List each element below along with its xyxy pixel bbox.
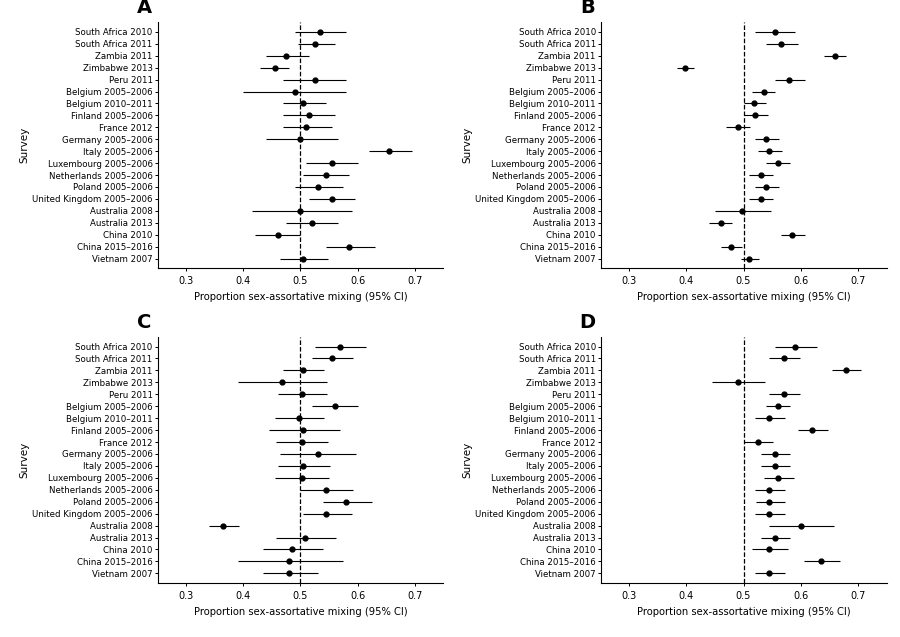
Y-axis label: Survey: Survey: [463, 127, 473, 163]
X-axis label: Proportion sex-assortative mixing (95% CI): Proportion sex-assortative mixing (95% C…: [636, 292, 850, 302]
Text: A: A: [137, 0, 152, 17]
X-axis label: Proportion sex-assortative mixing (95% CI): Proportion sex-assortative mixing (95% C…: [636, 607, 850, 617]
X-axis label: Proportion sex-assortative mixing (95% CI): Proportion sex-assortative mixing (95% C…: [194, 292, 408, 302]
Y-axis label: Survey: Survey: [463, 442, 473, 478]
X-axis label: Proportion sex-assortative mixing (95% CI): Proportion sex-assortative mixing (95% C…: [194, 607, 408, 617]
Y-axis label: Survey: Survey: [20, 127, 30, 163]
Y-axis label: Survey: Survey: [20, 442, 30, 478]
Text: C: C: [138, 313, 152, 332]
Text: B: B: [580, 0, 595, 17]
Text: D: D: [579, 313, 595, 332]
